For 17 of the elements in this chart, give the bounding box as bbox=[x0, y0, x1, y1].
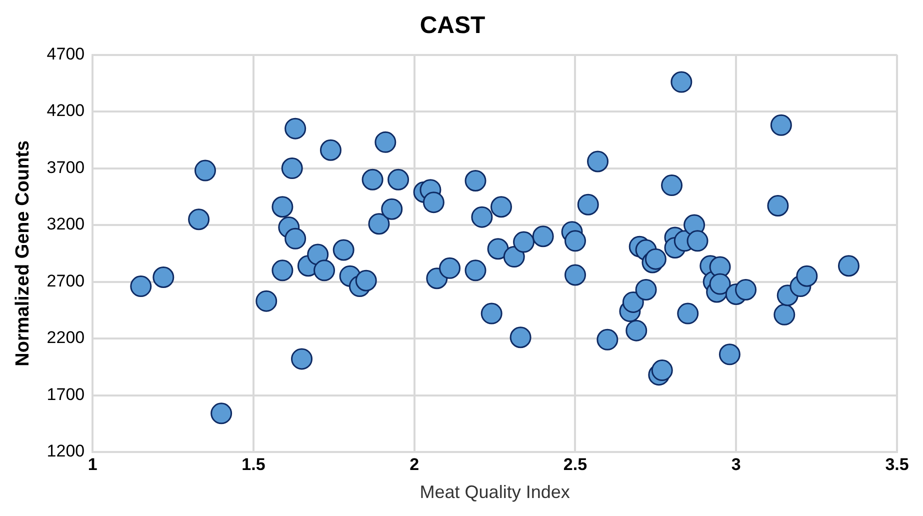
x-tick-label: 2 bbox=[410, 454, 420, 474]
x-axis-title: Meat Quality Index bbox=[420, 482, 570, 502]
chart-title: CAST bbox=[420, 12, 486, 40]
y-tick-label: 3200 bbox=[46, 214, 85, 234]
x-tick-label: 3 bbox=[731, 454, 741, 474]
x-tick-label: 1.5 bbox=[242, 454, 266, 474]
y-axis-title: Normalized Gene Counts bbox=[12, 140, 34, 366]
y-tick-label: 1200 bbox=[46, 442, 85, 461]
y-tick-label: 2200 bbox=[46, 328, 85, 348]
y-tick-label: 4200 bbox=[46, 101, 85, 120]
y-tick-label: 3700 bbox=[46, 158, 85, 177]
x-tick-label: 1 bbox=[88, 454, 98, 474]
y-tick-label: 1700 bbox=[46, 384, 85, 404]
y-tick-label: 4700 bbox=[46, 44, 85, 64]
x-tick-label: 3.5 bbox=[885, 454, 909, 474]
x-tick-label: 2.5 bbox=[563, 454, 588, 474]
y-tick-label: 2700 bbox=[46, 271, 85, 290]
